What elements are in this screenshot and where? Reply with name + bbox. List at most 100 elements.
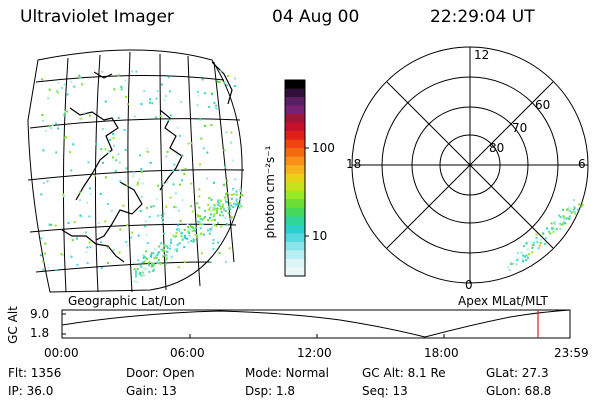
speckle-dot <box>508 268 511 271</box>
speckle-dot <box>220 210 223 213</box>
speckle-dot <box>157 214 160 217</box>
speckle-dot <box>198 195 201 198</box>
speckle-dot <box>134 272 137 275</box>
speckle-dot <box>123 129 126 131</box>
speckle-dot <box>175 249 178 252</box>
polar-plot <box>351 46 589 284</box>
speckle-dot <box>139 210 142 213</box>
speckle-dot <box>80 117 83 120</box>
speckle-dot <box>188 234 191 237</box>
polar-diagonal-2 <box>386 81 554 249</box>
speckle-dot <box>559 227 562 230</box>
speckle-dot <box>40 254 42 257</box>
speckle-dot <box>230 141 233 144</box>
speckle-dot <box>241 194 244 197</box>
speckle-dot <box>42 119 44 122</box>
speckle-dot <box>553 221 555 224</box>
speckle-dot <box>558 214 561 217</box>
speckle-dot <box>117 74 120 77</box>
speckle-dot <box>109 138 112 141</box>
speckle-dot <box>524 255 527 258</box>
speckle-dot <box>139 154 142 157</box>
speckle-dot <box>166 246 169 249</box>
speckle-dot <box>531 251 534 254</box>
speckle-dot <box>119 228 122 231</box>
speckle-dot <box>549 232 552 235</box>
globe-limb <box>27 49 243 293</box>
speckle-dot <box>212 215 215 218</box>
speckle-dot <box>63 112 66 114</box>
speckle-dot <box>165 205 168 208</box>
speckle-dot <box>211 226 214 229</box>
speckle-dot <box>47 266 50 269</box>
speckle-dot <box>135 275 137 278</box>
speckle-dot <box>188 228 191 230</box>
speckle-dot <box>573 211 576 214</box>
speckle-dot <box>166 181 169 184</box>
speckle-dot <box>89 187 91 190</box>
speckle-dot <box>174 235 177 238</box>
speckle-dot <box>178 134 181 137</box>
speckle-dot <box>180 232 183 235</box>
speckle-dot <box>164 254 167 257</box>
speckle-dot <box>100 148 103 151</box>
alt-ytick-label-top: 9.0 <box>30 307 50 321</box>
speckle-dot <box>42 149 45 152</box>
speckle-dot <box>223 208 225 211</box>
speckle-dot <box>147 262 150 264</box>
speckle-dot <box>200 137 203 140</box>
speckle-dot <box>57 127 60 130</box>
speckle-dot <box>176 228 179 231</box>
speckle-dot <box>209 261 212 264</box>
speckle-dot <box>188 232 191 234</box>
speckle-dot <box>152 205 155 208</box>
speckle-dot <box>170 242 173 244</box>
speckle-dot <box>143 90 146 93</box>
speckle-dot <box>199 215 201 218</box>
speckle-dot <box>55 269 58 272</box>
speckle-dot <box>208 197 211 199</box>
speckle-dot <box>232 206 235 209</box>
speckle-dot <box>232 193 235 196</box>
speckle-dot <box>194 234 197 236</box>
speckle-dot <box>198 188 201 191</box>
speckle-dot <box>141 182 144 185</box>
colorbar-band <box>285 105 305 115</box>
speckle-dot <box>88 241 91 244</box>
speckle-dot <box>572 208 575 211</box>
altitude-plot-frame <box>61 309 571 339</box>
speckle-dot <box>50 127 53 130</box>
speckle-dot <box>165 245 168 247</box>
speckle-dot <box>532 241 535 244</box>
speckle-dot <box>216 207 219 210</box>
speckle-dot <box>71 239 74 242</box>
speckle-dot <box>231 193 234 196</box>
speckle-dot <box>76 263 79 266</box>
speckle-dot <box>81 215 84 218</box>
speckle-dot <box>199 220 202 223</box>
speckle-dot <box>142 271 145 274</box>
speckle-dot <box>61 87 64 89</box>
speckle-dot <box>41 78 44 81</box>
speckle-dot <box>224 217 227 220</box>
speckle-dot <box>227 205 230 208</box>
speckle-dot <box>229 202 232 205</box>
speckle-dot <box>568 208 571 211</box>
speckle-dot <box>130 236 133 239</box>
speckle-dot <box>225 131 228 134</box>
speckle-dot <box>106 246 109 249</box>
speckle-dot <box>87 161 90 164</box>
speckle-dot <box>562 208 564 211</box>
speckle-dot <box>211 93 214 96</box>
speckle-dot <box>212 248 215 251</box>
speckle-dot <box>136 268 139 270</box>
speckle-dot <box>236 203 239 206</box>
speckle-dot <box>208 228 211 231</box>
speckle-dot <box>125 241 128 243</box>
speckle-dot <box>224 196 227 199</box>
speckle-dot <box>85 251 88 254</box>
speckle-dot <box>532 244 535 246</box>
speckle-dot <box>173 205 176 208</box>
speckle-dot <box>124 79 127 82</box>
speckle-dot <box>537 247 540 250</box>
